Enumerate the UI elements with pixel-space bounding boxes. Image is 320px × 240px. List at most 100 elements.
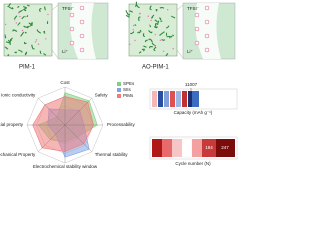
channel xyxy=(70,3,96,59)
fiber xyxy=(153,46,157,52)
fiber xyxy=(129,10,133,13)
panel-label: PIM-1 xyxy=(19,65,36,71)
axis-line xyxy=(64,124,92,152)
cell xyxy=(182,91,187,107)
fiber xyxy=(153,26,158,29)
cell xyxy=(162,139,172,157)
li-ion xyxy=(204,33,210,39)
fiber xyxy=(27,4,30,7)
figure: TFSI⁻ Li⁺ TFSI⁻ Li⁺ PIM-1 AO-PIM-1 11007… xyxy=(0,1,238,169)
fiber xyxy=(149,5,152,11)
axis-label: Interfacial property xyxy=(0,122,24,127)
fiber xyxy=(136,4,140,8)
fiber xyxy=(22,5,27,9)
li-ion xyxy=(79,5,85,11)
axis-label: Ionic conductivity xyxy=(1,92,36,97)
fiber xyxy=(149,24,152,28)
li-ion xyxy=(204,5,210,11)
fiber xyxy=(23,41,27,45)
capacity-strip: 11007 Capacity (mAh g⁻¹) xyxy=(149,82,238,115)
li-ion xyxy=(79,19,85,25)
cell xyxy=(172,139,182,157)
legend-label: SPEs xyxy=(123,81,135,86)
li-ion xyxy=(69,12,75,18)
fiber xyxy=(139,29,142,33)
li-ion xyxy=(79,47,85,53)
cell xyxy=(158,91,163,107)
ion xyxy=(19,15,21,18)
fiber xyxy=(36,29,42,34)
axis-label: Electrochemical stability window xyxy=(33,164,98,169)
fiber xyxy=(7,2,11,8)
ion xyxy=(13,19,16,21)
panel-label: AO-PIM-1 xyxy=(142,65,169,71)
fiber xyxy=(7,39,11,43)
fiber xyxy=(30,21,33,27)
ion xyxy=(154,45,156,47)
strip-label: Capacity (mAh g⁻¹) xyxy=(174,110,213,115)
ion xyxy=(4,23,7,26)
fiber xyxy=(138,51,142,54)
fiber xyxy=(7,54,10,57)
channel xyxy=(195,3,221,59)
cell xyxy=(164,91,169,107)
fiber xyxy=(154,19,158,23)
fiber xyxy=(141,48,145,52)
zoom-line xyxy=(51,49,59,59)
fiber xyxy=(13,15,18,20)
cycle-strip: 184 247 Cycle number (N) xyxy=(149,136,238,166)
zoom-line xyxy=(176,4,184,11)
li-ion xyxy=(69,26,75,32)
ion xyxy=(159,39,162,42)
fiber xyxy=(158,17,162,21)
fiber xyxy=(26,15,29,18)
ion xyxy=(132,29,134,31)
fiber xyxy=(24,31,27,34)
illustrations xyxy=(3,1,236,60)
legend-swatch xyxy=(117,94,121,98)
axis-line xyxy=(38,124,66,152)
cell xyxy=(216,139,235,157)
fiber xyxy=(151,14,155,19)
fiber xyxy=(24,7,27,10)
cell xyxy=(176,91,181,107)
fiber xyxy=(39,7,42,13)
fiber xyxy=(129,31,135,35)
fiber xyxy=(165,53,169,57)
fiber xyxy=(151,42,157,47)
li-ion xyxy=(204,47,210,53)
fiber xyxy=(155,9,158,12)
ion xyxy=(162,50,165,52)
legend-label: SIIs xyxy=(123,87,132,92)
cell xyxy=(181,138,193,158)
anion-label: TFSI⁻ xyxy=(187,6,200,11)
cell xyxy=(152,91,157,107)
cell xyxy=(192,91,199,107)
li-ion xyxy=(69,40,75,46)
annotation: 247 xyxy=(221,145,229,150)
ion xyxy=(47,13,49,16)
annotation: 184 xyxy=(205,145,213,150)
strip-label: Cycle number (N) xyxy=(175,161,211,166)
ion xyxy=(154,33,157,36)
fiber xyxy=(125,10,131,16)
li-ion xyxy=(194,40,200,46)
fiber xyxy=(20,31,25,37)
fiber xyxy=(138,16,141,22)
li-ion xyxy=(204,19,210,25)
fiber xyxy=(21,15,26,20)
cell xyxy=(192,139,202,157)
axis-label: Thermal stability xyxy=(95,152,129,157)
fiber xyxy=(148,38,153,43)
fiber xyxy=(144,39,148,43)
cell xyxy=(188,91,192,107)
cell xyxy=(152,139,162,157)
fiber xyxy=(43,6,46,11)
ion xyxy=(18,12,20,14)
ion xyxy=(150,19,152,22)
li-ion xyxy=(194,26,200,32)
cation-label: Li⁺ xyxy=(62,49,69,54)
radar-area xyxy=(32,96,94,152)
fiber xyxy=(23,8,27,12)
fiber xyxy=(142,45,147,48)
